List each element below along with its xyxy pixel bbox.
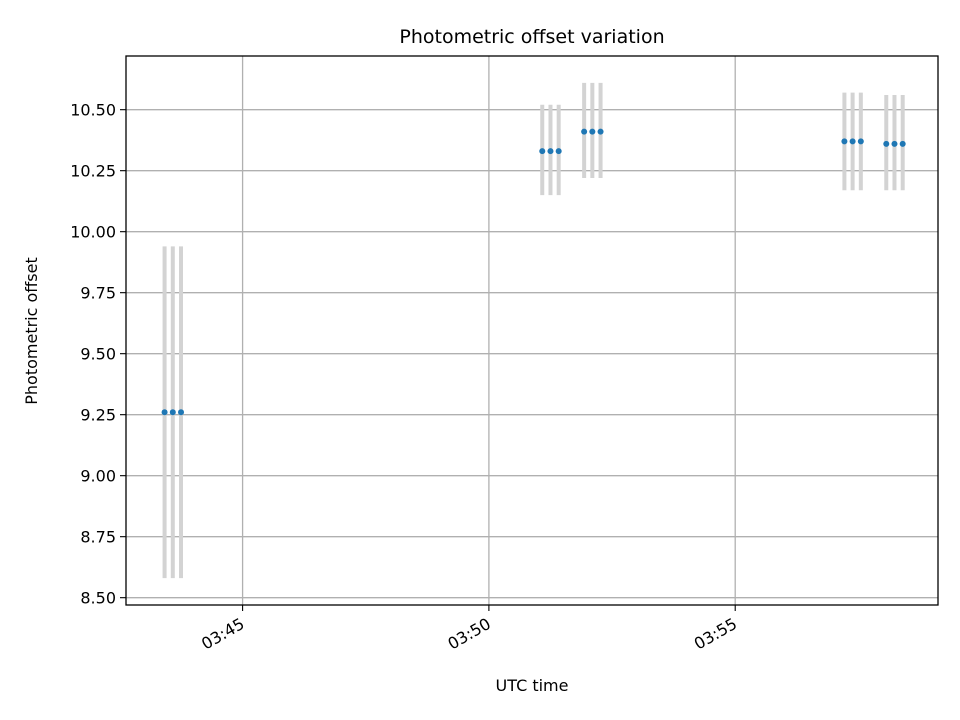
data-point xyxy=(161,409,168,416)
data-point xyxy=(589,128,596,135)
y-tick-label: 8.50 xyxy=(80,589,116,608)
data-point xyxy=(891,140,898,147)
data-point xyxy=(883,140,890,147)
data-point xyxy=(169,409,176,416)
data-point xyxy=(539,148,546,155)
y-axis-ticks: 8.50 8.75 9.00 9.25 9.50 9.75 10.00 10.25 10.50 xyxy=(70,101,126,608)
data-point xyxy=(841,138,848,145)
x-axis-label: UTC time xyxy=(496,676,569,695)
data-point xyxy=(597,128,604,135)
y-tick-label: 9.25 xyxy=(80,406,116,425)
data-points xyxy=(161,128,906,416)
plot-frame xyxy=(125,55,939,606)
data-point xyxy=(849,138,856,145)
data-point xyxy=(555,148,562,155)
data-point xyxy=(178,409,185,416)
y-tick-label: 8.75 xyxy=(80,528,116,547)
y-tick-label: 9.00 xyxy=(80,467,116,486)
y-axis-label: Photometric offset xyxy=(22,257,41,405)
grid xyxy=(126,56,938,605)
chart-title: Photometric offset variation xyxy=(399,26,664,48)
data-point xyxy=(899,140,906,147)
data-point xyxy=(581,128,588,135)
y-tick-label: 10.00 xyxy=(70,223,116,242)
y-tick-label: 10.25 xyxy=(70,162,116,181)
y-tick-label: 9.50 xyxy=(80,345,116,364)
y-tick-label: 9.75 xyxy=(80,284,116,303)
y-tick-label: 10.50 xyxy=(70,101,116,120)
data-point xyxy=(857,138,864,145)
data-point xyxy=(547,148,554,155)
